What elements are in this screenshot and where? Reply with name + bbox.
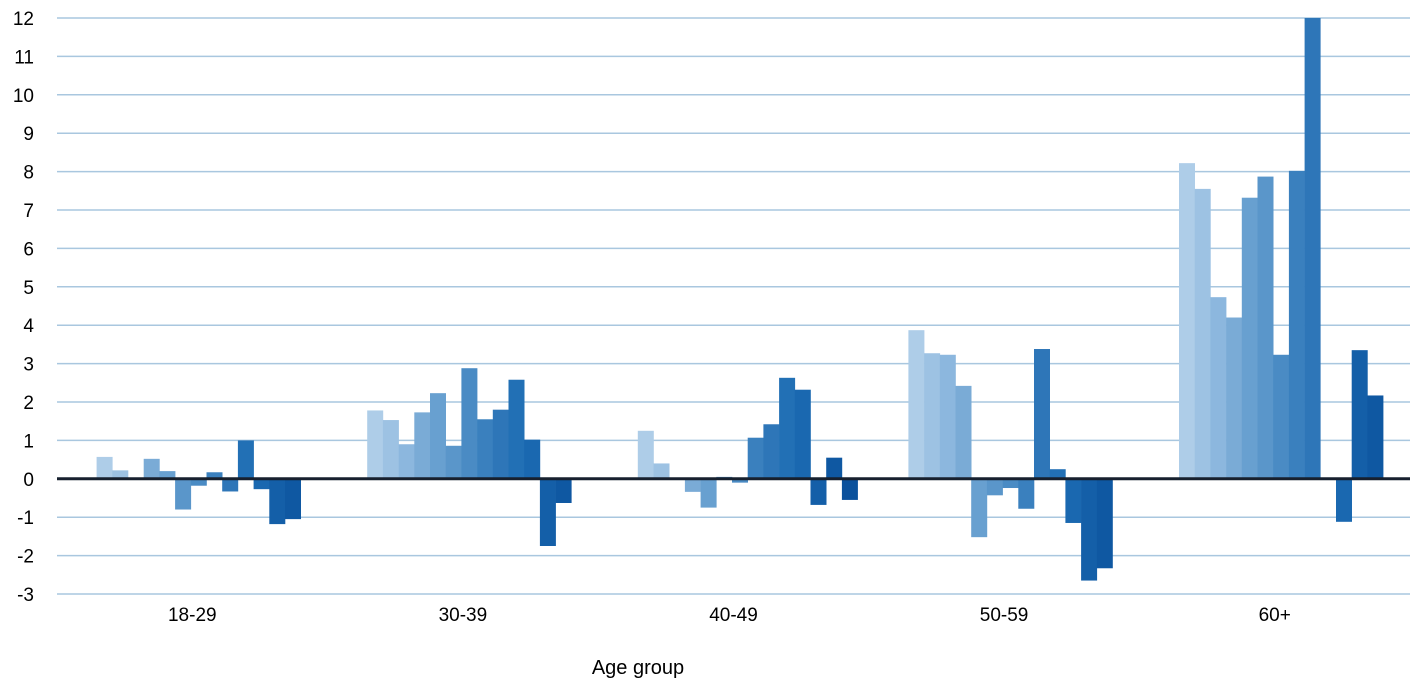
bar xyxy=(1351,350,1368,479)
bar xyxy=(986,478,1003,496)
y-tick-label: 0 xyxy=(23,470,34,491)
bar xyxy=(1096,478,1113,569)
bar xyxy=(1241,197,1258,479)
bar xyxy=(190,478,207,486)
y-tick-label: 2 xyxy=(23,393,34,414)
bar xyxy=(1304,18,1321,479)
bar xyxy=(810,478,827,505)
bar xyxy=(253,478,270,490)
bar xyxy=(1367,395,1384,479)
x-category-label: 40-49 xyxy=(709,605,758,626)
bar xyxy=(1273,354,1290,479)
bar xyxy=(222,478,239,492)
bar xyxy=(112,470,129,479)
bar xyxy=(414,412,431,479)
x-category-label: 60+ xyxy=(1259,605,1291,626)
y-tick-label: 12 xyxy=(13,9,34,30)
x-category-label: 30-39 xyxy=(439,605,488,626)
bar xyxy=(285,478,301,520)
bar xyxy=(539,478,556,546)
bar xyxy=(841,478,858,500)
bar xyxy=(732,478,748,483)
bar xyxy=(1257,176,1274,479)
y-tick-label: 5 xyxy=(23,278,34,299)
bar xyxy=(382,420,399,479)
y-tick-label: 7 xyxy=(23,201,34,222)
y-tick-label: 10 xyxy=(13,86,34,107)
bar xyxy=(924,353,941,479)
bar xyxy=(826,457,843,479)
y-tick-label: 6 xyxy=(23,239,34,260)
bar xyxy=(96,456,113,479)
bar xyxy=(445,445,462,479)
y-tick-label: 11 xyxy=(14,47,34,68)
bar xyxy=(971,478,988,538)
bar xyxy=(1179,163,1195,479)
bars xyxy=(96,18,1384,581)
bar xyxy=(159,471,176,479)
y-tick-label: -3 xyxy=(17,585,34,606)
bar xyxy=(237,440,254,479)
bar xyxy=(747,437,764,479)
bar xyxy=(653,463,670,479)
bar xyxy=(1018,478,1035,509)
y-tick-label: 9 xyxy=(23,124,34,145)
y-tick-label: 3 xyxy=(23,355,34,376)
bar xyxy=(461,368,478,479)
bar xyxy=(1002,478,1019,489)
bar xyxy=(1065,478,1082,523)
y-tick-label: -2 xyxy=(17,547,34,568)
bar xyxy=(398,444,415,479)
y-tick-label: -1 xyxy=(17,508,34,529)
bar xyxy=(175,478,192,510)
bar xyxy=(1288,170,1305,479)
y-tick-label: 8 xyxy=(23,163,34,184)
x-category-label: 50-59 xyxy=(980,605,1029,626)
x-category-label: 18-29 xyxy=(168,605,217,626)
bar xyxy=(1336,478,1352,522)
x-axis-category-labels: 18-29 30-39 40-49 50-59 60+ xyxy=(168,605,1291,626)
bar xyxy=(1194,188,1211,479)
bar xyxy=(1210,297,1227,479)
bar xyxy=(1226,317,1243,479)
y-tick-label: 4 xyxy=(23,316,34,337)
bar xyxy=(143,458,160,479)
bar xyxy=(939,354,956,479)
bar xyxy=(269,478,286,525)
bar xyxy=(1049,469,1066,479)
bar xyxy=(492,409,509,479)
bar xyxy=(763,424,780,479)
bar xyxy=(955,385,972,479)
gridlines xyxy=(57,17,1410,595)
bar xyxy=(794,389,811,479)
bar xyxy=(684,478,701,492)
y-tick-label: 1 xyxy=(23,431,34,452)
bar xyxy=(508,379,525,479)
bar xyxy=(637,430,654,479)
bar xyxy=(1034,349,1050,479)
bar xyxy=(779,377,796,479)
bar xyxy=(367,410,384,479)
bar xyxy=(555,478,572,503)
bar xyxy=(430,393,446,479)
bar xyxy=(206,472,223,479)
bar xyxy=(477,419,494,479)
bar xyxy=(1081,478,1098,581)
bar xyxy=(700,478,717,508)
bar xyxy=(524,439,541,479)
bar xyxy=(908,330,925,479)
x-axis-title: Age group xyxy=(592,657,684,678)
